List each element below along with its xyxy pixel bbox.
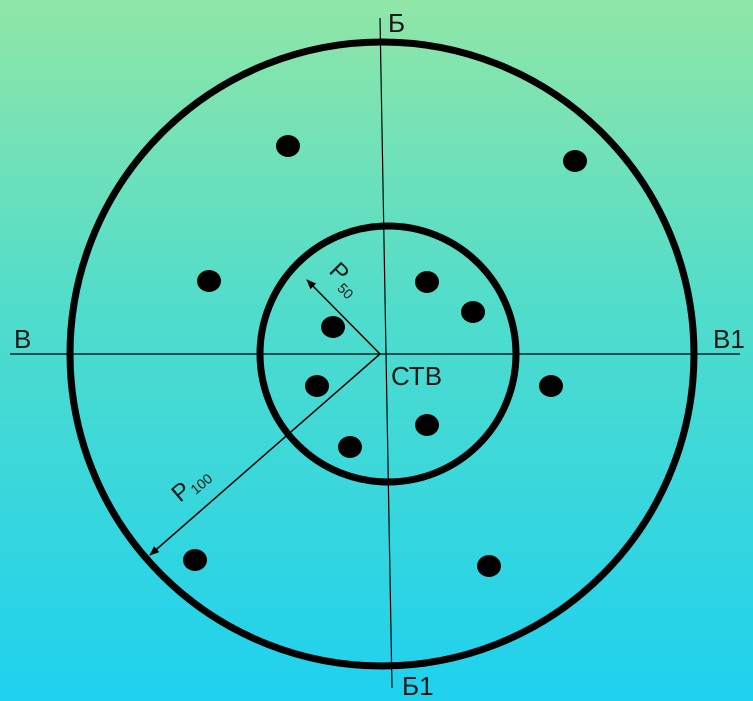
outer-circle-r100 — [66, 38, 698, 670]
hit-point — [461, 301, 485, 323]
hit-point — [563, 150, 587, 172]
hit-point — [276, 135, 300, 157]
outer-radius-arrow — [149, 353, 381, 556]
hit-point — [477, 555, 501, 577]
vertical-axis-line — [379, 17, 393, 689]
hit-point — [197, 270, 221, 292]
hit-point — [415, 414, 439, 436]
axis-top-label: Б — [388, 8, 405, 38]
hit-points-inner-zone — [305, 271, 485, 458]
axis-bottom-label: Б1 — [402, 671, 434, 701]
center-label: СТВ — [391, 361, 442, 391]
hit-point — [415, 271, 439, 293]
inner-circle-r50 — [256, 222, 520, 486]
outer-radius-label: P 100 — [167, 470, 216, 508]
axis-right-label: В1 — [713, 324, 745, 354]
hit-point — [305, 375, 329, 397]
inner-radius-label: P 50 — [324, 257, 357, 302]
hit-point — [539, 375, 563, 397]
axis-left-label: В — [14, 324, 31, 354]
hit-point — [338, 436, 362, 458]
hit-points-outer-zone — [183, 135, 587, 577]
inner-radius-arrow — [306, 279, 381, 355]
hit-point — [321, 316, 345, 338]
hit-point — [183, 549, 207, 571]
